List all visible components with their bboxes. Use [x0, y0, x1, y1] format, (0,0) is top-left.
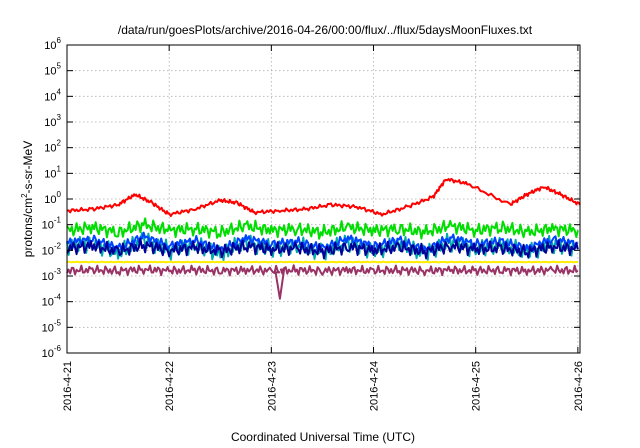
y-tick-label: 106 [44, 36, 61, 52]
chart-title: /data/run/goesPlots/archive/2016-04-26/0… [118, 23, 533, 37]
series-line-2 [66, 217, 579, 240]
x-tick-label: 2016-4-22 [164, 361, 176, 411]
x-tick-label: 2016-4-26 [573, 361, 585, 411]
plot-frame [66, 44, 581, 354]
y-tick-label: 102 [44, 139, 61, 155]
y-tick-label: 105 [44, 62, 61, 78]
x-axis-label: Coordinated Universal Time (UTC) [231, 430, 415, 444]
y-tick-label: 10-6 [42, 344, 62, 360]
series-line-1 [66, 177, 581, 218]
y-tick-label: 100 [44, 190, 61, 206]
y-tick-label: 103 [44, 113, 61, 129]
series-line-5 [66, 237, 579, 260]
x-tick-label: 2016-4-24 [369, 361, 381, 411]
y-tick-label: 104 [44, 87, 61, 103]
y-tick-label: 10-3 [42, 267, 62, 283]
y-tick-label: 10-2 [42, 241, 62, 257]
y-tick-label: 10-5 [42, 318, 62, 334]
x-tick-label: 2016-4-23 [266, 361, 278, 411]
y-tick-label: 101 [44, 164, 61, 180]
series-line-7 [66, 264, 579, 300]
y-tick-label: 10-4 [42, 293, 62, 309]
x-axis-ticks: 2016-4-21 2016-4-22 2016-4-23 2016-4-24 2016… [62, 45, 585, 411]
y-tick-label: 10-1 [42, 216, 62, 232]
series-line-4 [66, 231, 579, 253]
y-axis-label: protons/cm2-s-sr-MeV [20, 141, 35, 257]
x-tick-label: 2016-4-25 [471, 361, 483, 411]
x-tick-label: 2016-4-21 [62, 361, 74, 411]
series-line-6 [66, 260, 578, 264]
series-layer [66, 177, 581, 300]
